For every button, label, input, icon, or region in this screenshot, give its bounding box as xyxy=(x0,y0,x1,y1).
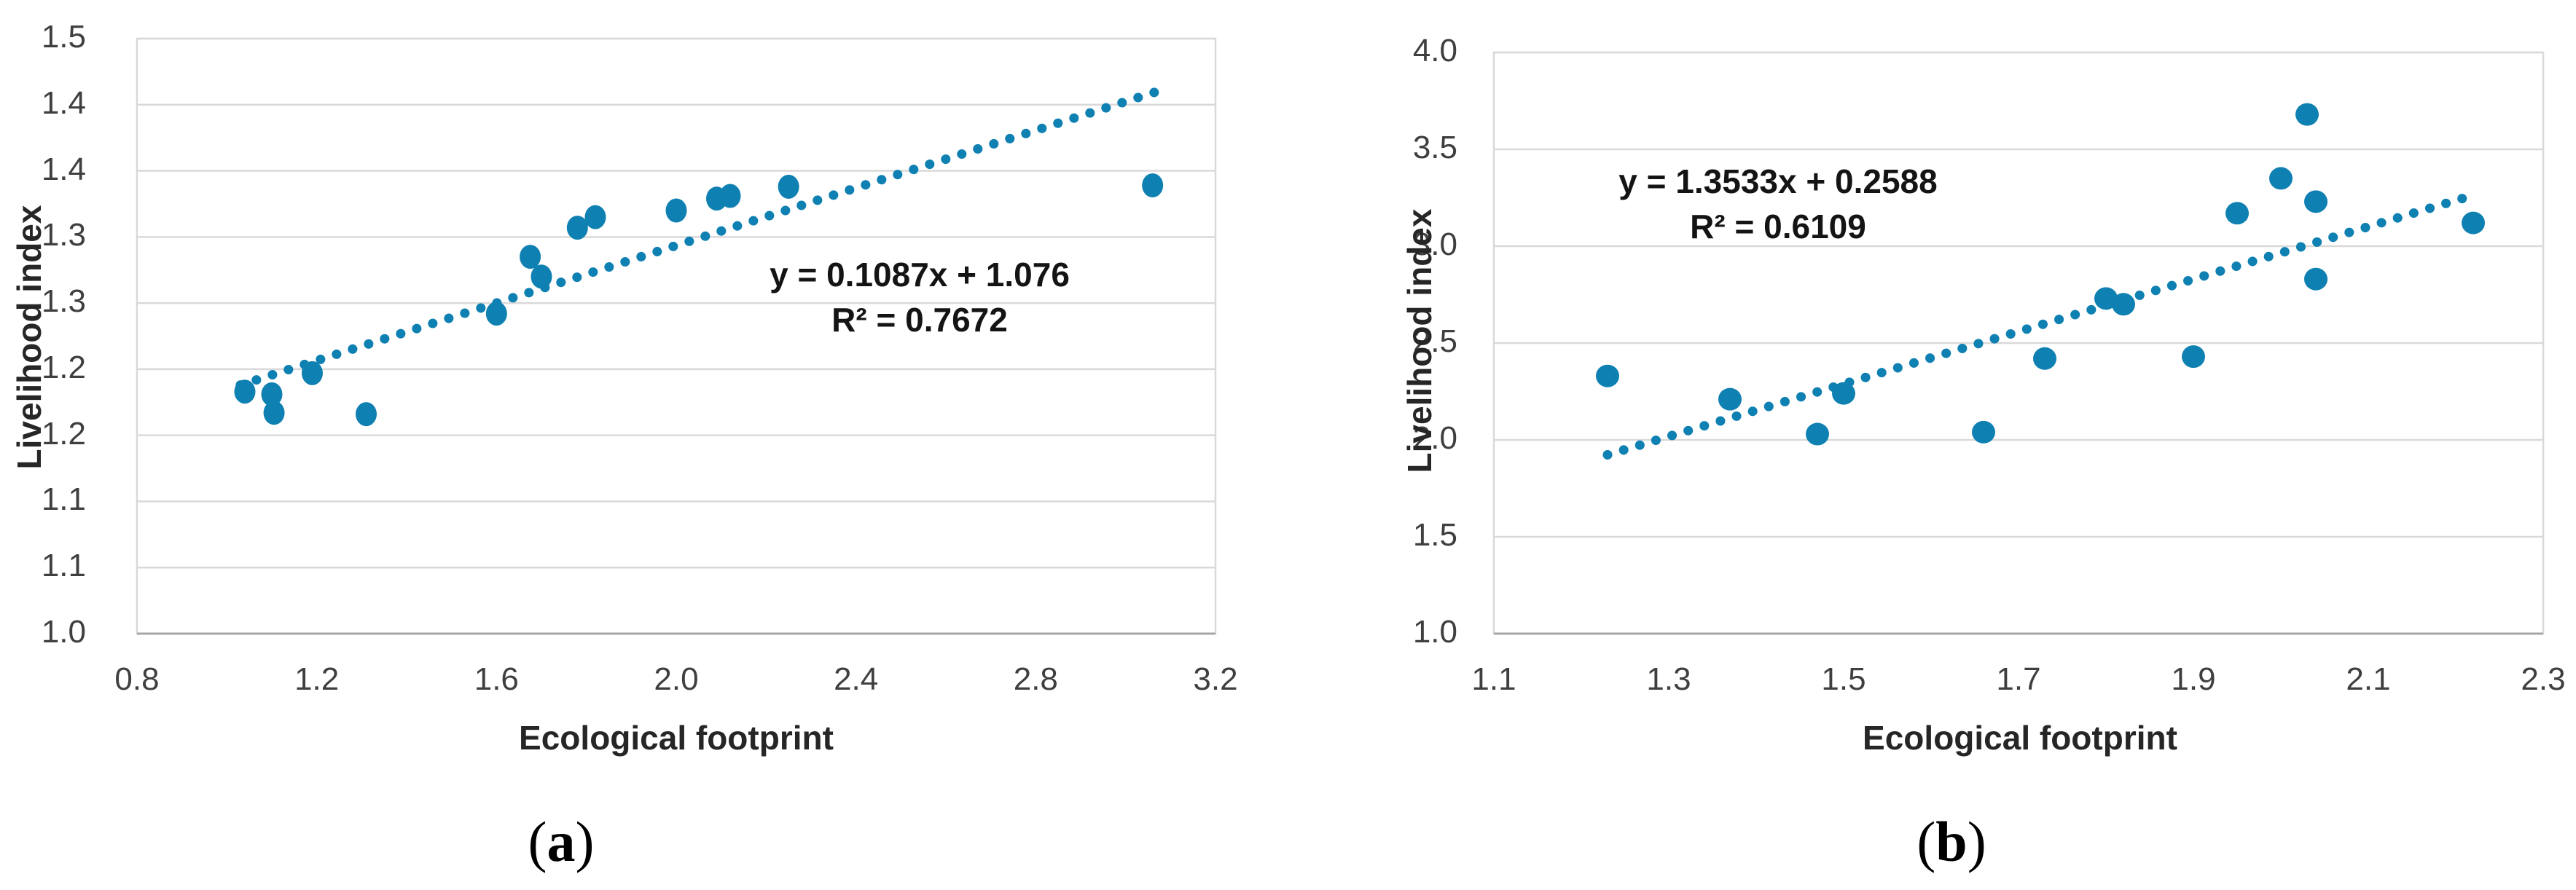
y-tick-label: 3.5 xyxy=(1412,130,1457,165)
scatter-point xyxy=(485,302,507,326)
y-tick-label: 1.4 xyxy=(41,84,86,121)
scatter-point xyxy=(261,382,283,406)
scatter-point xyxy=(1806,422,1829,446)
trendline-equation-block: y = 0.1087x + 1.076 R² = 0.7672 xyxy=(599,252,1240,342)
x-tick-label: 1.7 xyxy=(1996,661,2041,697)
scatter-point xyxy=(1596,364,1619,387)
x-tick-label: 0.8 xyxy=(114,661,160,697)
x-tick-label: 3.2 xyxy=(1193,661,1238,697)
x-tick-label: 1.6 xyxy=(474,661,519,697)
r-squared-label: R² = 0.6109 xyxy=(1690,208,1866,245)
y-tick-label: 1.3 xyxy=(41,283,86,320)
figure-caption: (b) xyxy=(1806,809,2097,875)
scatter-point xyxy=(234,379,256,404)
scatter-point xyxy=(2033,347,2056,370)
scatter-point xyxy=(531,264,552,289)
y-tick-label: 4.0 xyxy=(1412,33,1457,68)
scatter-point xyxy=(356,402,377,427)
scatter-point xyxy=(566,216,588,240)
x-tick-label: 2.4 xyxy=(834,661,879,697)
scatter-point xyxy=(263,401,285,425)
caption-paren-open: ( xyxy=(1917,810,1936,873)
y-tick-label: 1.5 xyxy=(41,19,86,55)
x-tick-label: 1.3 xyxy=(1646,661,1691,697)
x-tick-label: 1.5 xyxy=(1821,661,1866,697)
r-squared-label: R² = 0.7672 xyxy=(831,301,1008,339)
y-tick-label: 1.0 xyxy=(1412,614,1457,650)
y-tick-label: 1.0 xyxy=(41,614,86,650)
y-tick-label: 1.1 xyxy=(41,548,86,584)
scatter-point xyxy=(1718,387,1742,411)
figure-caption: (a) xyxy=(415,809,707,875)
x-tick-label: 1.1 xyxy=(1471,661,1516,697)
y-tick-label: 1.2 xyxy=(41,415,86,452)
caption-paren-close: ) xyxy=(1967,810,1986,873)
trendline-equation: y = 1.3533x + 0.2588 xyxy=(1618,162,1938,200)
caption-letter: b xyxy=(1935,810,1968,873)
y-tick-label: 2.0 xyxy=(1412,420,1457,456)
y-tick-label: 2.5 xyxy=(1412,323,1457,359)
y-tick-label: 1.5 xyxy=(1412,517,1457,553)
y-tick-label: 1.4 xyxy=(41,151,86,187)
x-axis-title: Ecological footprint xyxy=(1863,719,2177,757)
y-tick-label: 1.3 xyxy=(41,217,86,253)
caption-paren-open: ( xyxy=(528,810,547,873)
scatter-point xyxy=(2304,190,2328,213)
scatter-point xyxy=(2182,345,2205,369)
caption-letter: a xyxy=(547,810,576,873)
scatter-point xyxy=(2112,293,2135,316)
y-axis-title: Livelihood index xyxy=(10,205,48,470)
scatter-point xyxy=(584,205,606,229)
scatter-point xyxy=(1972,420,1995,444)
scatter-point xyxy=(520,245,541,269)
x-axis-title: Ecological footprint xyxy=(519,719,834,757)
scatter-point xyxy=(2295,103,2319,126)
x-tick-label: 2.8 xyxy=(1013,661,1058,697)
scatter-point xyxy=(302,361,323,385)
y-tick-label: 1.2 xyxy=(41,349,86,385)
trendline-equation-block: y = 1.3533x + 0.2588 R² = 0.6109 xyxy=(1457,159,2099,249)
y-tick-label: 3.0 xyxy=(1412,227,1457,262)
scatter-point xyxy=(2462,211,2485,235)
scatter-point xyxy=(2304,267,2328,291)
scatter-point xyxy=(2225,202,2249,225)
scatter-point xyxy=(665,198,687,223)
scatter-point xyxy=(1832,382,1855,405)
y-axis-title: Livelihood index xyxy=(1401,208,1438,473)
scatter-point xyxy=(2269,167,2293,190)
scatter-point xyxy=(2094,287,2118,310)
y-tick-label: 1.1 xyxy=(41,481,86,518)
x-tick-label: 1.2 xyxy=(294,661,340,697)
x-tick-label: 2.3 xyxy=(2521,661,2566,697)
x-tick-label: 1.9 xyxy=(2171,661,2216,697)
trendline xyxy=(1602,190,2478,460)
caption-paren-close: ) xyxy=(575,810,595,873)
scatter-point xyxy=(719,184,741,208)
trendline-equation: y = 0.1087x + 1.076 xyxy=(770,256,1070,294)
x-tick-label: 2.1 xyxy=(2346,661,2391,697)
scatter-point xyxy=(1142,173,1164,198)
scatter-point xyxy=(778,174,799,199)
x-tick-label: 2.0 xyxy=(654,661,699,697)
